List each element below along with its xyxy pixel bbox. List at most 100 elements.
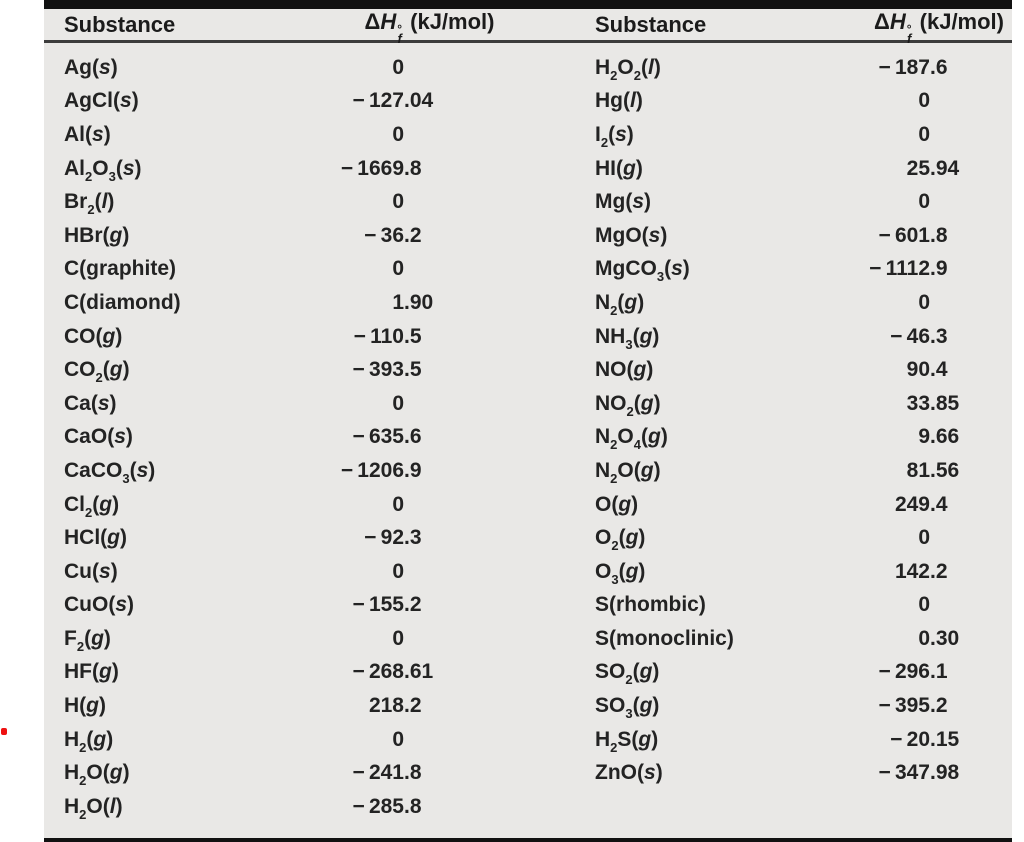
value-int-part: 33 [906, 391, 930, 415]
value-int-part: 0 [918, 593, 930, 617]
value-frac-part: .5 [404, 324, 422, 348]
table-row: Ca(s) 0 [44, 387, 575, 421]
header-right-half: Substance Δ H ° f (kJ/mol) [575, 9, 1012, 45]
value-int-part: 0 [392, 257, 404, 281]
value-int-part: − 347 [878, 761, 930, 785]
substance-cell: Cl2(g) [64, 492, 120, 520]
value-int-part: 0 [918, 190, 930, 214]
table-row: CuO(s) − 155.2 [44, 589, 575, 623]
substance-cell: MgO(s) [595, 223, 668, 247]
substance-cell: NO(g) [595, 358, 654, 382]
value-int-part: 0 [392, 190, 404, 214]
supsub-stack: ° f [907, 23, 912, 45]
value-int-part: 0 [918, 526, 930, 550]
value-int-part: 1 [392, 290, 404, 314]
table-row: O3(g) 142.2 [575, 555, 1012, 589]
table-row: F2(g) 0 [44, 622, 575, 656]
value-int-part: 0 [392, 626, 404, 650]
value-int-part: − 285 [352, 794, 404, 818]
substance-column-header: Substance [595, 11, 707, 37]
value-frac-part: .2 [404, 223, 422, 247]
value-int-part: 0 [918, 89, 930, 113]
substance-cell: H2(g) [64, 727, 114, 755]
table-row: MgO(s) − 601.8 [575, 219, 1012, 253]
table-row: H2O2(l) − 187.6 [575, 51, 1012, 85]
table-row: C(graphite) 0 [44, 253, 575, 287]
value-frac-part: .6 [404, 425, 422, 449]
value-int-part: 0 [392, 122, 404, 146]
substance-cell: Hg(l) [595, 89, 643, 113]
table-row: Br2(l) 0 [44, 185, 575, 219]
value-int-part: − 1112 [869, 257, 930, 281]
table-row: Al(s) 0 [44, 118, 575, 152]
table-row: ZnO(s) − 347.98 [575, 756, 1012, 790]
substance-cell: Ca(s) [64, 391, 117, 415]
table-row: N2O(g) 81.56 [575, 454, 1012, 488]
value-frac-part: .2 [930, 694, 948, 718]
substance-cell: AgCl(s) [64, 89, 139, 113]
value-frac-part: .90 [404, 290, 434, 314]
substance-cell: S(monoclinic) [595, 626, 734, 650]
substance-cell: C(diamond) [64, 290, 181, 314]
substance-cell: ZnO(s) [595, 761, 663, 785]
substance-cell: NH3(g) [595, 324, 660, 352]
substance-cell: N2(g) [595, 290, 645, 318]
table-row: Hg(l) 0 [575, 85, 1012, 119]
table-row: I2(s) 0 [575, 118, 1012, 152]
right-column: H2O2(l) − 187.6 Hg(l) 0 I2(s) 0 HI(g) 25.94 Mg(s… [575, 51, 1012, 824]
table-row: C(diamond) 1.90 [44, 286, 575, 320]
value-frac-part: .85 [930, 391, 960, 415]
table-row: Cu(s) 0 [44, 555, 575, 589]
table-row: CaO(s) − 635.6 [44, 421, 575, 455]
value-int-part: 9 [918, 425, 930, 449]
table-row: S(monoclinic) 0.30 [575, 622, 1012, 656]
table-row: HF(g) − 268.61 [44, 656, 575, 690]
substance-cell: O3(g) [595, 559, 646, 587]
value-int-part: − 127 [352, 89, 404, 113]
value-frac-part: .56 [930, 458, 960, 482]
value-frac-part: .15 [930, 727, 960, 751]
value-frac-part: .3 [930, 324, 948, 348]
substance-cell: Cu(s) [64, 559, 118, 583]
value-frac-part: .04 [404, 89, 434, 113]
value-frac-part: .8 [404, 761, 422, 785]
unit-label: (kJ/mol) [913, 9, 1004, 34]
value-frac-part: .8 [404, 156, 422, 180]
table-row: CaCO3(s) − 1206.9 [44, 454, 575, 488]
degree-superscript: ° [397, 22, 403, 36]
value-int-part: − 268 [352, 660, 404, 684]
table-row: H2S(g) − 20.15 [575, 723, 1012, 757]
substance-cell: MgCO3(s) [595, 257, 690, 285]
table-row: HCl(g) − 92.3 [44, 521, 575, 555]
substance-cell: Ag(s) [64, 55, 118, 79]
dhf-label: Δ H ° f (kJ/mol) [364, 9, 495, 45]
substance-cell: F2(g) [64, 626, 111, 654]
value-int-part: 0 [392, 492, 404, 516]
substance-cell: HBr(g) [64, 223, 130, 247]
delta-symbol: Δ [364, 9, 381, 34]
enthalpy-table: Substance Δ H ° f (kJ/mol) Substance Δ H ° f (… [44, 0, 1012, 842]
value-frac-part: .98 [930, 761, 960, 785]
value-int-part: 0 [918, 122, 930, 146]
value-frac-part: .2 [404, 593, 422, 617]
value-int-part: − 241 [352, 761, 404, 785]
table-row: CO(g) − 110.5 [44, 320, 575, 354]
value-int-part: − 1669 [340, 156, 404, 180]
substance-cell: SO2(g) [595, 660, 660, 688]
substance-cell: Mg(s) [595, 190, 652, 214]
value-frac-part: .2 [930, 559, 948, 583]
value-frac-part: .4 [930, 492, 948, 516]
value-int-part: − 110 [353, 324, 404, 348]
value-int-part: − 393 [352, 358, 404, 382]
table-row: H2(g) 0 [44, 723, 575, 757]
dhf-label: Δ H ° f (kJ/mol) [874, 9, 1004, 45]
value-frac-part: .61 [404, 660, 434, 684]
value-int-part: − 155 [352, 593, 404, 617]
table-row: H2O(g) − 241.8 [44, 756, 575, 790]
substance-cell: Al2O3(s) [64, 156, 142, 184]
substance-cell: N2O4(g) [595, 425, 668, 453]
substance-cell: H(g) [64, 694, 106, 718]
table-row: HBr(g) − 36.2 [44, 219, 575, 253]
value-int-part: 142 [894, 559, 930, 583]
value-int-part: 0 [392, 391, 404, 415]
